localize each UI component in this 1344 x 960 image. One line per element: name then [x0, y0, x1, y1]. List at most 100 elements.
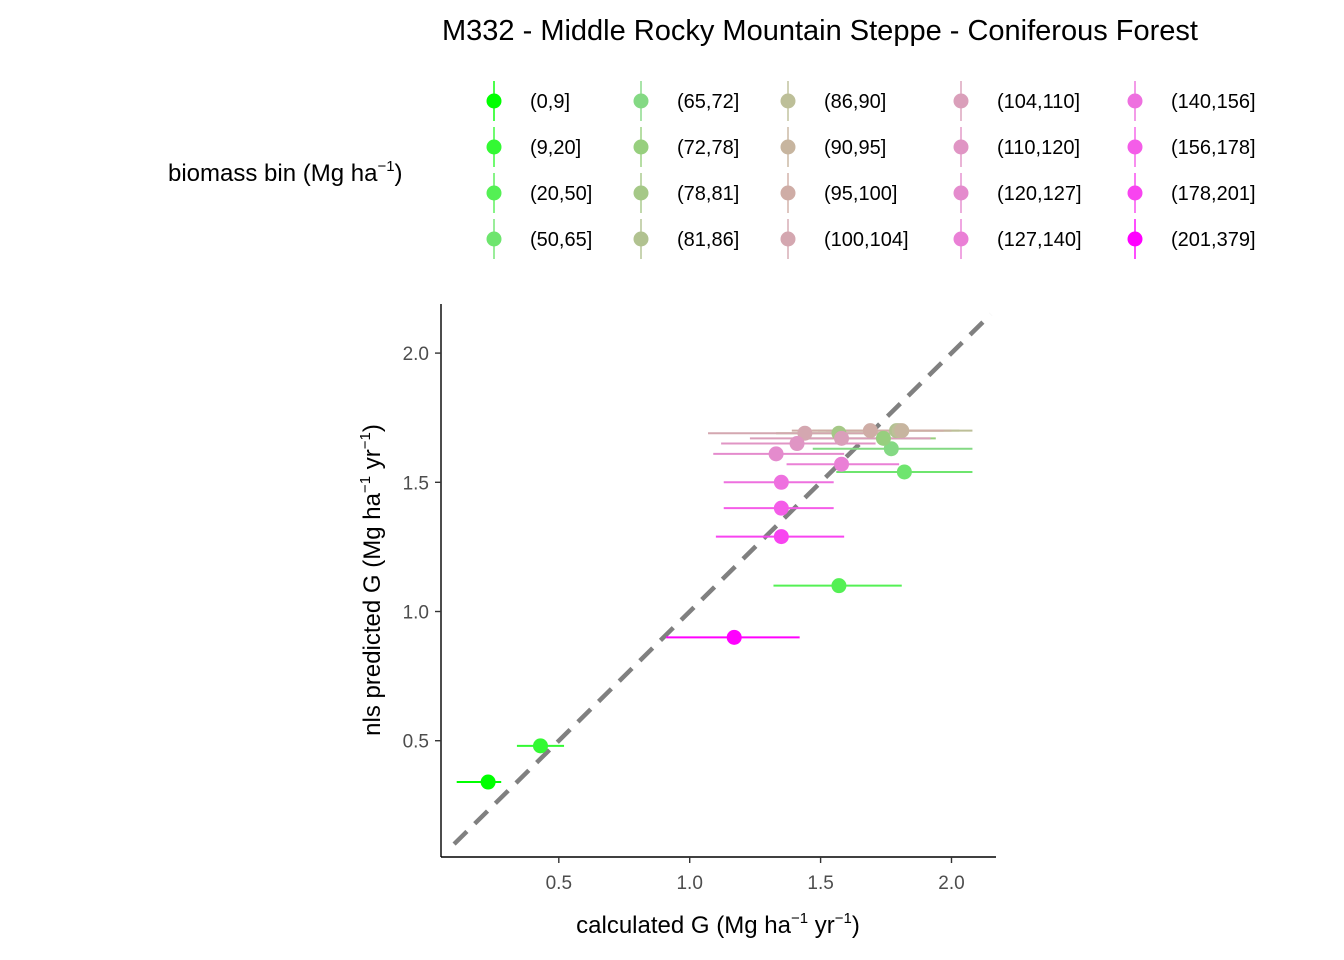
- legend-label: (65,72]: [677, 91, 739, 113]
- legend-key-point: [953, 231, 969, 247]
- data-point: [532, 738, 548, 754]
- data-point: [797, 425, 813, 441]
- legend-label: (78,81]: [677, 183, 739, 205]
- legend-label: (50,65]: [530, 229, 592, 251]
- legend-label: (100,104]: [824, 229, 909, 251]
- data-point: [480, 774, 496, 790]
- legend-label: (81,86]: [677, 229, 739, 251]
- legend-key-point: [953, 139, 969, 155]
- legend-key-point: [780, 93, 796, 109]
- x-axis-title-sup2: −1: [835, 910, 852, 927]
- data-point: [768, 446, 784, 462]
- data-point: [773, 529, 789, 545]
- legend-item: (72,78]: [633, 127, 739, 167]
- legend-label: (127,140]: [997, 229, 1082, 251]
- y-tick-label: 1.0: [403, 603, 429, 624]
- legend-key-point: [486, 231, 502, 247]
- y-axis-title-sup2: −1: [357, 432, 374, 449]
- legend-key-point: [953, 185, 969, 201]
- x-tick-label: 1.0: [676, 873, 702, 894]
- legend-item: (110,120]: [953, 127, 1080, 167]
- y-axis-ticks: 0.5 1.0 1.5 2.0: [403, 344, 441, 753]
- legend-item: (65,72]: [633, 81, 739, 121]
- data-point: [789, 436, 805, 452]
- legend-item: (140,156]: [1127, 81, 1256, 121]
- legend-item: (127,140]: [953, 219, 1082, 259]
- legend-key-point: [633, 231, 649, 247]
- chart-title: M332 - Middle Rocky Mountain Steppe - Co…: [442, 15, 1198, 47]
- legend-label: (120,127]: [997, 183, 1082, 205]
- legend-item: (50,65]: [486, 219, 592, 259]
- y-tick-label: 2.0: [403, 344, 429, 365]
- legend-key-point: [1127, 93, 1143, 109]
- x-axis-title-sup1: −1: [791, 910, 808, 927]
- data-point: [773, 474, 789, 490]
- legend-item: (156,178]: [1127, 127, 1256, 167]
- legend-label: (156,178]: [1171, 137, 1256, 159]
- x-axis-ticks: 0.5 1.0 1.5 2.0: [546, 857, 965, 894]
- x-axis-title-suffix: ): [852, 912, 860, 939]
- data-point: [875, 430, 891, 446]
- data-point: [773, 500, 789, 516]
- legend-item: (201,379]: [1127, 219, 1256, 259]
- legend-key-point: [486, 185, 502, 201]
- legend-label: (90,95]: [824, 137, 886, 159]
- legend-label: (0,9]: [530, 91, 570, 113]
- legend-key-point: [486, 93, 502, 109]
- x-tick-label: 0.5: [546, 873, 572, 894]
- x-axis-title: calculated G (Mg ha−1 yr−1): [576, 910, 860, 939]
- legend: biomass bin (Mg ha−1) (0,9] (9,20] (20,50]…: [168, 81, 1256, 259]
- legend-key-point: [633, 93, 649, 109]
- data-point: [862, 423, 878, 439]
- legend-item: (100,104]: [780, 219, 909, 259]
- legend-item: (20,50]: [486, 173, 592, 213]
- legend-key-point: [780, 231, 796, 247]
- y-axis-title-suffix: ): [359, 424, 386, 432]
- y-axis-title-sup1: −1: [357, 476, 374, 493]
- legend-item: (104,110]: [953, 81, 1080, 121]
- legend-key-point: [1127, 139, 1143, 155]
- legend-item: (95,100]: [780, 173, 897, 213]
- legend-title: biomass bin (Mg ha−1): [168, 158, 403, 187]
- y-axis-title: nls predicted G (Mg ha−1 yr−1): [357, 424, 386, 736]
- legend-label: (86,90]: [824, 91, 886, 113]
- plot-area: 0.5 1.0 1.5 2.0 0.5 1.0 1.5 2.0: [403, 304, 996, 894]
- legend-key-point: [780, 139, 796, 155]
- data-point: [834, 430, 850, 446]
- data-point: [883, 441, 899, 457]
- legend-item: (120,127]: [953, 173, 1082, 213]
- data-point: [834, 456, 850, 472]
- legend-label: (72,78]: [677, 137, 739, 159]
- data-point: [896, 464, 912, 480]
- legend-key-point: [486, 139, 502, 155]
- legend-label: (140,156]: [1171, 91, 1256, 113]
- legend-item: (178,201]: [1127, 173, 1256, 213]
- legend-items: (0,9] (9,20] (20,50] (50,65] (65,72] (72,78] (…: [486, 81, 1256, 259]
- legend-label: (20,50]: [530, 183, 592, 205]
- x-axis-title-mid: yr: [808, 912, 835, 939]
- x-tick-label: 2.0: [938, 873, 964, 894]
- legend-item: (78,81]: [633, 173, 739, 213]
- legend-key-point: [633, 139, 649, 155]
- legend-item: (9,20]: [486, 127, 581, 167]
- y-axis-title-mid: yr: [359, 449, 386, 476]
- x-tick-label: 1.5: [807, 873, 833, 894]
- data-point: [726, 629, 742, 645]
- legend-title-suffix: ): [395, 160, 403, 187]
- legend-item: (0,9]: [486, 81, 570, 121]
- legend-label: (110,120]: [997, 137, 1080, 159]
- data-points: [480, 423, 912, 790]
- legend-key-point: [1127, 231, 1143, 247]
- data-point: [894, 423, 910, 439]
- legend-label: (9,20]: [530, 137, 581, 159]
- identity-reference-line: [452, 312, 993, 846]
- legend-label: (178,201]: [1171, 183, 1256, 205]
- reference-line-group: [452, 312, 993, 846]
- legend-title-sup: −1: [377, 158, 394, 175]
- legend-label: (95,100]: [824, 183, 897, 205]
- y-tick-label: 0.5: [403, 732, 429, 753]
- legend-label: (201,379]: [1171, 229, 1256, 251]
- legend-key-point: [633, 185, 649, 201]
- legend-item: (86,90]: [780, 81, 886, 121]
